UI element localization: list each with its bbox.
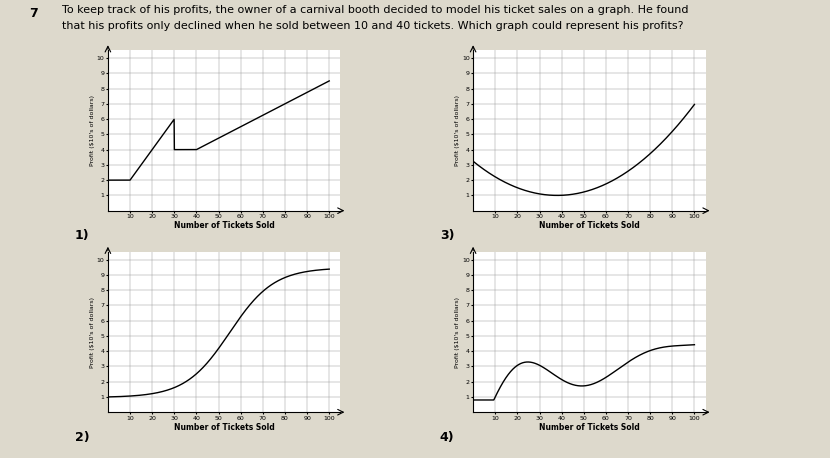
X-axis label: Number of Tickets Sold: Number of Tickets Sold: [173, 221, 275, 230]
X-axis label: Number of Tickets Sold: Number of Tickets Sold: [539, 423, 640, 432]
Y-axis label: Profit ($10's of dollars): Profit ($10's of dollars): [455, 296, 460, 368]
Text: To keep track of his profits, the owner of a carnival booth decided to model his: To keep track of his profits, the owner …: [62, 5, 689, 15]
Text: 4): 4): [440, 431, 455, 443]
Text: 2): 2): [75, 431, 90, 443]
Y-axis label: Profit ($10's of dollars): Profit ($10's of dollars): [90, 296, 95, 368]
Text: 3): 3): [440, 229, 454, 242]
Y-axis label: Profit ($10's of dollars): Profit ($10's of dollars): [455, 95, 460, 166]
Text: 7: 7: [29, 7, 38, 20]
Y-axis label: Profit ($10's of dollars): Profit ($10's of dollars): [90, 95, 95, 166]
Text: 1): 1): [75, 229, 90, 242]
X-axis label: Number of Tickets Sold: Number of Tickets Sold: [539, 221, 640, 230]
Text: that his profits only declined when he sold between 10 and 40 tickets. Which gra: that his profits only declined when he s…: [62, 21, 684, 31]
X-axis label: Number of Tickets Sold: Number of Tickets Sold: [173, 423, 275, 432]
